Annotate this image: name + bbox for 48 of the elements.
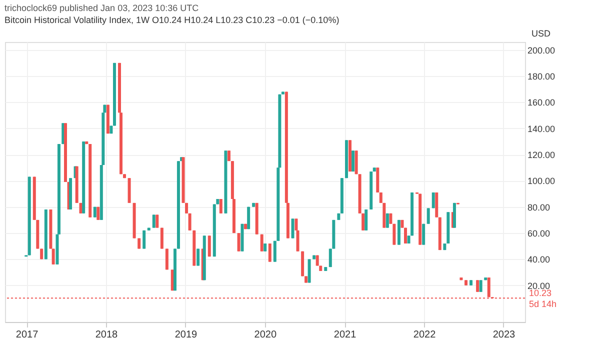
candlestick	[165, 248, 168, 270]
candlestick	[188, 212, 192, 231]
candlestick	[273, 240, 276, 262]
y-tick-label: 60.00	[528, 228, 550, 239]
candlestick	[219, 198, 222, 214]
x-tick-label: 2022	[413, 330, 436, 340]
text: 5d 14h	[529, 299, 557, 310]
candlestick	[422, 223, 426, 246]
candlestick	[476, 280, 480, 292]
candlestick	[362, 212, 365, 231]
x-tick-label: 2020	[254, 330, 277, 340]
x-tick-label: 2021	[334, 330, 357, 340]
chart-title: trichoclock69 published Jan 03, 2023 10:36 UTC	[4, 3, 200, 13]
candlestick	[479, 280, 482, 292]
y-tick-label: 140.00	[528, 124, 556, 134]
candlestick	[426, 208, 430, 224]
candlestick	[196, 248, 200, 266]
chart-subtitle: Bitcoin Historical Volatility Index, 1W O10.24 H10.24 L10.23 C10.23 −0.01 (−0.10%)	[4, 15, 340, 25]
candlestick	[208, 235, 211, 258]
y-tick-label: 180.00	[528, 72, 556, 82]
candlestick	[96, 206, 100, 220]
x-tick-label: 2023	[492, 330, 516, 340]
y-tick-label: 80.00	[528, 202, 550, 212]
candlestick	[268, 242, 272, 262]
x-tick-label: 2018	[95, 330, 118, 340]
y-tick-label: 160.00	[528, 98, 556, 108]
x-tick-label: 2017	[16, 330, 39, 340]
candlestick	[386, 212, 389, 228]
candlestick	[52, 248, 55, 265]
candlestick	[308, 258, 311, 284]
candlestick	[260, 234, 264, 252]
candlestick	[364, 208, 368, 231]
y-axis-title: USD	[532, 28, 551, 38]
x-tick-label: 2019	[174, 330, 198, 340]
candlestick	[328, 248, 332, 268]
candlestick	[392, 223, 396, 246]
y-tick-label: 20.00	[528, 280, 550, 291]
ref-line-label: 10.23	[529, 288, 552, 298]
candlestick	[291, 218, 294, 239]
y-tick-label: 40.00	[528, 254, 550, 265]
candlestick	[354, 150, 358, 175]
candlestick	[152, 214, 156, 228]
y-tick-label: 200.00	[528, 45, 556, 56]
y-tick-label: 120.00	[528, 150, 556, 160]
candlestick	[237, 232, 240, 252]
candlestick	[352, 150, 355, 172]
candlestick	[156, 214, 159, 228]
y-tick-label: 100.00	[528, 176, 556, 186]
